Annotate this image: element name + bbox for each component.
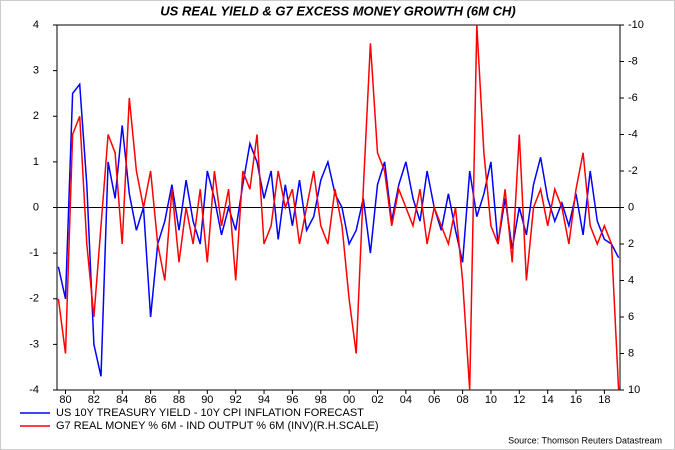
y-tick-label: -4 <box>29 384 39 396</box>
x-tick-label: 14 <box>542 394 554 406</box>
source: Source: Thomson Reuters Datastream <box>508 435 662 445</box>
series-line <box>57 25 620 390</box>
y2-tick-label: 4 <box>628 274 634 286</box>
y2-tick-label: 2 <box>628 238 634 250</box>
x-tick-label: 10 <box>485 394 497 406</box>
y2-tick-label: -6 <box>628 92 638 104</box>
x-tick-label: 98 <box>315 394 327 406</box>
y-tick-label: 1 <box>33 156 39 168</box>
x-tick-label: 02 <box>371 394 383 406</box>
y2-tick-label: 6 <box>628 311 634 323</box>
x-tick-label: 00 <box>343 394 355 406</box>
x-tick-label: 94 <box>258 394 270 406</box>
x-tick-label: 04 <box>400 394 412 406</box>
x-tick-label: 80 <box>59 394 71 406</box>
x-tick-label: 88 <box>173 394 185 406</box>
x-tick-label: 16 <box>570 394 582 406</box>
y2-tick-label: -10 <box>628 19 644 31</box>
y-tick-label: 3 <box>33 65 39 77</box>
x-tick-label: 96 <box>286 394 298 406</box>
y2-tick-label: 0 <box>628 201 634 213</box>
y-tick-label: -3 <box>29 338 39 350</box>
x-tick-label: 82 <box>88 394 100 406</box>
y2-tick-label: -8 <box>628 55 638 67</box>
y2-tick-label: -4 <box>628 128 638 140</box>
x-tick-label: 84 <box>116 394 128 406</box>
y-tick-label: -2 <box>29 293 39 305</box>
x-tick-label: 08 <box>456 394 468 406</box>
y-tick-label: 2 <box>33 110 39 122</box>
y-tick-label: 4 <box>33 19 39 31</box>
x-tick-label: 06 <box>428 394 440 406</box>
legend-label: G7 REAL MONEY % 6M - IND OUTPUT % 6M (IN… <box>56 420 379 432</box>
x-tick-label: 18 <box>598 394 610 406</box>
y2-tick-label: -2 <box>628 165 638 177</box>
y2-tick-label: 8 <box>628 347 634 359</box>
x-tick-label: 90 <box>201 394 213 406</box>
x-tick-label: 92 <box>230 394 242 406</box>
y2-tick-label: 10 <box>628 384 640 396</box>
legend-label: US 10Y TREASURY YIELD - 10Y CPI INFLATIO… <box>56 407 364 419</box>
series-line <box>57 82 620 377</box>
chart-title: US REAL YIELD & G7 EXCESS MONEY GROWTH (… <box>160 3 515 18</box>
y-tick-label: -1 <box>29 247 39 259</box>
x-tick-label: 12 <box>513 394 525 406</box>
y-tick-label: 0 <box>33 201 39 213</box>
x-tick-label: 86 <box>144 394 156 406</box>
